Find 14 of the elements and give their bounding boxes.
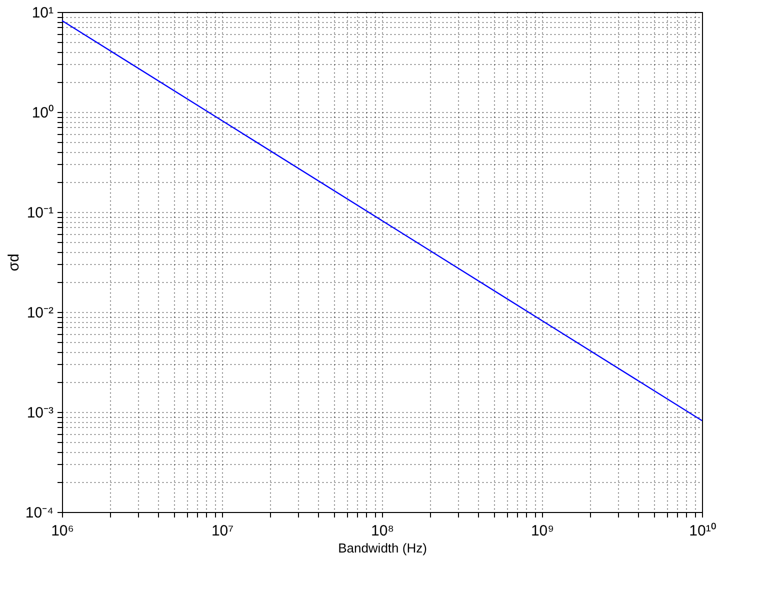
line-series xyxy=(61,20,703,422)
x-tick-label: 10⁷ xyxy=(211,522,234,540)
x-tick-label: 10¹⁰ xyxy=(689,522,716,540)
x-tick-label: 10⁶ xyxy=(51,522,74,540)
y-tick-label: 10⁻⁴ xyxy=(25,504,54,522)
y-tick-label: 10⁻¹ xyxy=(26,204,54,222)
y-tick-label: 10⁻³ xyxy=(26,404,54,422)
y-tick-label: 10⁰ xyxy=(32,104,54,122)
x-tick-label: 10⁸ xyxy=(370,522,394,540)
y-tick-label: 10⁻² xyxy=(26,304,54,322)
y-tick-label: 10¹ xyxy=(32,4,54,22)
x-tick-label: 10⁹ xyxy=(530,522,554,540)
y-axis-title: σd xyxy=(5,254,22,272)
x-axis-title: Bandwidth (Hz) xyxy=(338,540,427,556)
